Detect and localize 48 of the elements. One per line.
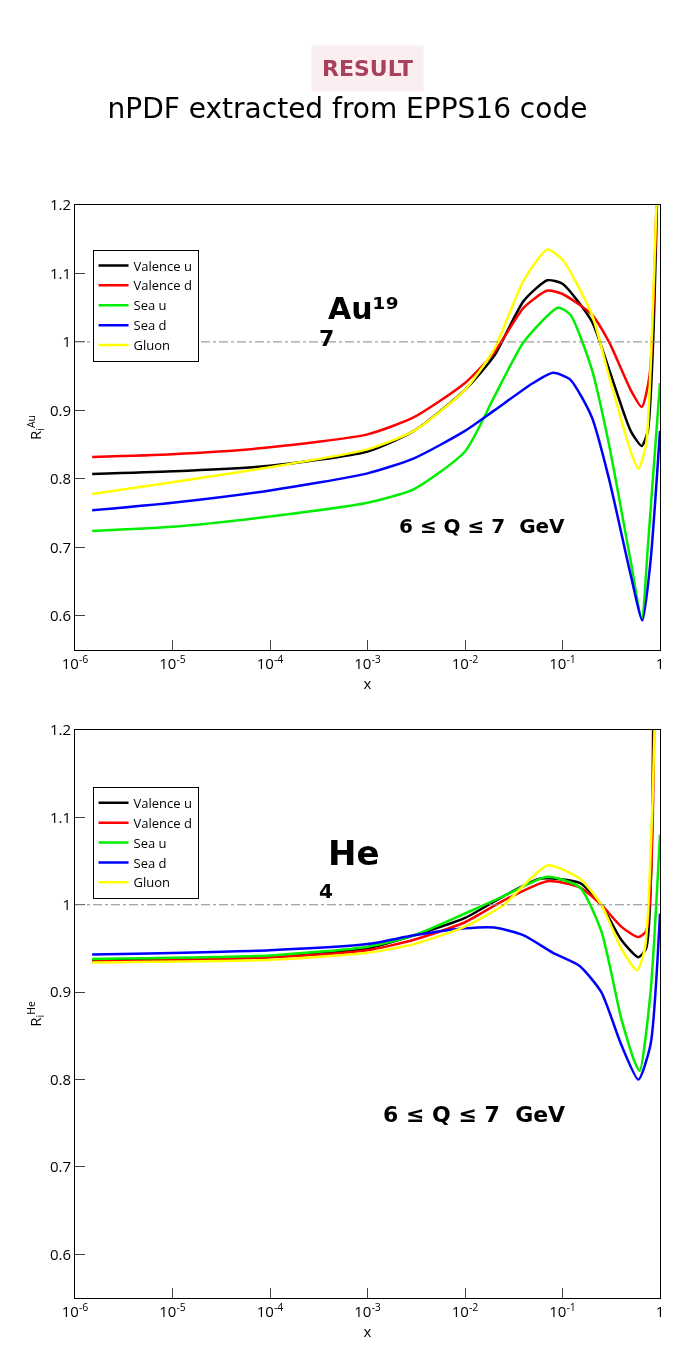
legend-label: Sea d [133,316,167,335]
annotation: 6 ≤ Q ≤ 7 GeV [383,1102,566,1127]
y-tick-label: 0.9 [49,399,71,420]
annotation: 4 [319,879,333,903]
legend-label: Valence u [133,256,192,275]
annotation: He [328,833,380,873]
x-tick-label: 10$^{-2}$ [451,1299,479,1321]
legend-label: Valence d [133,813,192,832]
y-tick-label: 0.8 [49,468,71,489]
x-tick-label: 10$^{-1}$ [549,1299,576,1321]
y-tick-label: 1.2 [49,194,71,215]
legend-label: Gluon [133,336,171,355]
x-tick-label: 10$^{-5}$ [159,651,186,673]
x-tick-label: 10$^{-4}$ [256,1299,284,1321]
annotation: Au¹⁹ [328,291,399,326]
y-tick-label: 0.6 [49,1243,71,1264]
legend-label: Gluon [133,873,171,892]
x-tick-label: 10$^{-2}$ [451,651,479,673]
x-tick-label: 10$^{-3}$ [354,651,381,673]
y-tick-label: 0.7 [49,1156,71,1177]
y-tick-label: 0.9 [49,981,71,1002]
text: RESULT [322,56,414,81]
y-tick-label: 1.1 [49,262,71,283]
annotation: 6 ≤ Q ≤ 7 GeV [399,514,566,538]
x-tick-label: 10$^{-6}$ [61,1299,89,1321]
chart-title: nPDF extracted from EPPS16 code [107,91,588,125]
annotation: 7 [319,326,335,351]
legend-label: Sea d [133,853,167,872]
x-axis-title: x [363,673,372,693]
legend-label: Sea u [133,833,167,852]
y-tick-label: 1.1 [49,806,71,827]
x-tick-label: 10$^{-5}$ [159,1299,186,1321]
x-tick-label: 10$^{-3}$ [354,1299,381,1321]
y-tick-label: 0.6 [49,605,71,626]
x-tick-label: 1 [655,653,665,673]
legend-label: Sea u [133,296,167,315]
x-tick-label: 10$^{-1}$ [549,651,576,673]
legend-label: Valence u [133,793,192,812]
y-tick-label: 1 [62,331,71,352]
x-axis-title: x [363,1321,372,1341]
y-tick-label: 1.2 [49,719,71,740]
x-tick-label: 10$^{-4}$ [256,651,284,673]
y-tick-label: 1 [62,894,71,915]
x-tick-label: 10$^{-6}$ [61,651,89,673]
x-tick-label: 1 [655,1301,665,1321]
y-tick-label: 0.8 [49,1068,71,1089]
y-tick-label: 0.7 [49,536,71,557]
legend-label: Valence d [133,276,192,295]
